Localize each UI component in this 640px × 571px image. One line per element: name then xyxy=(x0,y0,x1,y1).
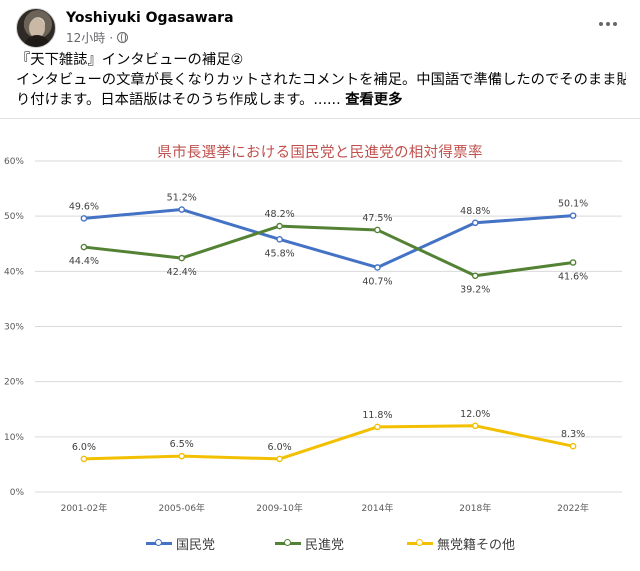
post-text-line: 『天下雑誌』インタビューの補足② xyxy=(16,52,244,68)
post-text-line-tail: り付けます。日本語版はそのうち作成します。...... xyxy=(16,92,341,108)
data-point xyxy=(471,422,479,430)
data-label: 47.5% xyxy=(362,213,392,224)
data-label: 50.1% xyxy=(558,199,588,210)
dot-icon xyxy=(599,22,603,26)
series-line xyxy=(83,208,574,269)
y-tick-label: 30% xyxy=(4,323,24,333)
y-tick-label: 40% xyxy=(4,267,24,277)
x-tick-label: 2018年 xyxy=(459,502,491,514)
y-tick-label: 0% xyxy=(10,488,25,498)
data-label: 6.0% xyxy=(268,442,292,453)
data-label: 44.4% xyxy=(69,256,99,267)
legend-item: 民進党 xyxy=(275,534,344,553)
data-label: 49.6% xyxy=(69,201,99,212)
data-point xyxy=(374,423,381,431)
post-time[interactable]: 12小時 xyxy=(66,31,106,45)
data-label: 39.2% xyxy=(460,285,490,296)
legend-item: 無党籍その他 xyxy=(407,534,515,553)
chart-legend: 国民党 民進党 無党籍その他 xyxy=(0,534,640,554)
y-tick-label: 60% xyxy=(4,157,24,167)
dot-icon xyxy=(613,22,617,26)
data-point xyxy=(471,272,479,280)
y-tick-label: 10% xyxy=(4,433,24,443)
data-point xyxy=(374,226,381,234)
data-point xyxy=(374,264,381,271)
dot-icon xyxy=(606,22,610,26)
data-point xyxy=(80,215,88,222)
data-label: 8.3% xyxy=(561,429,585,440)
see-more-link[interactable]: 查看更多 xyxy=(345,92,403,108)
line-chart: 0% 10% 20% 30% 40% 50% 60% 2001-02年 2005-06年 2009… xyxy=(4,157,622,514)
data-label: 12.0% xyxy=(460,409,490,420)
x-tick-label: 2009-10年 xyxy=(256,502,303,514)
more-options-button[interactable] xyxy=(594,14,622,34)
legend-swatch xyxy=(407,539,433,546)
data-label: 48.8% xyxy=(460,206,490,217)
data-point xyxy=(178,206,186,213)
data-point xyxy=(471,219,479,227)
legend-label: 国民党 xyxy=(176,538,216,553)
avatar-face xyxy=(29,18,45,38)
chart-title: 県市長選挙における国民党と民進党の相対得票率 xyxy=(157,145,483,161)
legend-label: 無党籍その他 xyxy=(437,538,516,553)
legend-label: 民進党 xyxy=(305,538,345,553)
x-tick-label: 2014年 xyxy=(361,502,393,514)
data-label: 11.8% xyxy=(362,410,392,421)
data-point xyxy=(80,455,88,463)
data-label: 41.6% xyxy=(558,272,588,283)
avatar[interactable] xyxy=(16,8,56,48)
data-point xyxy=(178,452,186,460)
y-tick-label: 50% xyxy=(4,212,24,222)
series-line xyxy=(83,224,574,278)
post-text-line: インタビューの文章が長くなりカットされたコメントを補足。中国語で準備したのでその… xyxy=(16,72,626,88)
chart-image[interactable]: 0% 10% 20% 30% 40% 50% 60% 2001-02年 2005-06年 2009… xyxy=(0,118,640,571)
data-point xyxy=(569,212,577,219)
data-label: 45.8% xyxy=(264,248,294,259)
post-header: Yoshiyuki Ogasawara 12小時 · xyxy=(16,8,624,48)
meta-separator: · xyxy=(109,30,114,45)
avatar-body xyxy=(23,35,51,47)
data-point xyxy=(569,259,577,266)
legend-swatch xyxy=(275,539,301,546)
globe-icon xyxy=(117,32,129,43)
y-tick-label: 20% xyxy=(4,378,24,388)
data-point xyxy=(178,254,186,262)
post-text-line: り付けます。日本語版はそのうち作成します。...... 查看更多 xyxy=(16,90,626,110)
author-name[interactable]: Yoshiyuki Ogasawara xyxy=(66,10,234,26)
data-point xyxy=(276,222,283,230)
post-meta: 12小時 · xyxy=(66,29,129,46)
data-label: 48.2% xyxy=(264,209,294,220)
series-line xyxy=(83,424,574,461)
x-tick-label: 2005-06年 xyxy=(158,502,205,514)
legend-swatch xyxy=(146,539,172,546)
data-label: 40.7% xyxy=(362,276,392,287)
data-label: 42.4% xyxy=(167,267,197,278)
data-point xyxy=(276,455,283,463)
data-label: 6.0% xyxy=(72,442,96,453)
legend-item: 国民党 xyxy=(146,534,215,553)
data-point xyxy=(276,236,283,243)
data-point xyxy=(569,442,577,450)
data-point xyxy=(80,243,88,251)
data-label: 6.5% xyxy=(170,439,194,450)
post-text: 『天下雑誌』インタビューの補足② インタビューの文章が長くなりカットされたコメン… xyxy=(16,50,626,110)
x-tick-label: 2022年 xyxy=(557,502,589,514)
data-label: 51.2% xyxy=(167,193,197,204)
x-tick-label: 2001-02年 xyxy=(61,502,108,514)
